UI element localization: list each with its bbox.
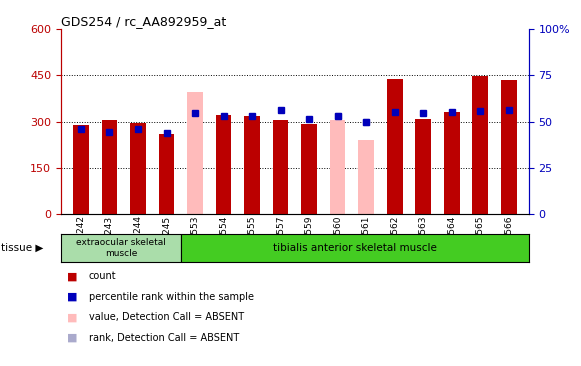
Bar xyxy=(159,134,174,214)
Bar xyxy=(102,120,117,214)
Text: extraocular skeletal
muscle: extraocular skeletal muscle xyxy=(76,238,166,258)
Text: tibialis anterior skeletal muscle: tibialis anterior skeletal muscle xyxy=(273,243,437,253)
Text: tissue ▶: tissue ▶ xyxy=(1,243,44,253)
Text: value, Detection Call = ABSENT: value, Detection Call = ABSENT xyxy=(89,312,244,322)
Text: ■: ■ xyxy=(67,271,77,281)
Bar xyxy=(244,116,260,214)
Text: ■: ■ xyxy=(67,312,77,322)
Bar xyxy=(501,80,517,214)
Bar xyxy=(444,112,460,214)
Text: ■: ■ xyxy=(67,333,77,343)
Bar xyxy=(472,76,488,214)
Bar xyxy=(73,125,89,214)
Text: ■: ■ xyxy=(67,292,77,302)
Bar xyxy=(358,139,374,214)
Bar xyxy=(187,92,203,214)
Bar xyxy=(415,119,431,214)
Bar xyxy=(216,115,231,214)
Bar xyxy=(302,124,317,214)
Bar xyxy=(330,120,346,214)
Text: rank, Detection Call = ABSENT: rank, Detection Call = ABSENT xyxy=(89,333,239,343)
Text: count: count xyxy=(89,271,117,281)
Text: GDS254 / rc_AA892959_at: GDS254 / rc_AA892959_at xyxy=(61,15,226,28)
Bar xyxy=(387,79,403,214)
Text: percentile rank within the sample: percentile rank within the sample xyxy=(89,292,254,302)
Bar xyxy=(130,123,146,214)
Bar xyxy=(272,120,288,214)
